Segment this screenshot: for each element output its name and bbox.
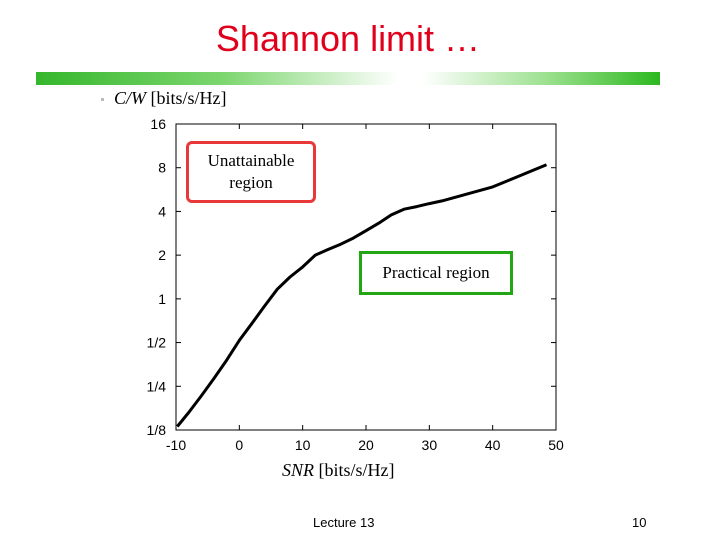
x-tick-label: 30 (422, 437, 438, 453)
x-axis-label: SNR [bits/s/Hz] (282, 460, 395, 481)
practical-region-annotation: Practical region (359, 251, 513, 295)
unattainable-line-1: Unattainable (207, 151, 295, 170)
unattainable-line-2: region (229, 173, 273, 192)
y-tick-label: 1/4 (147, 378, 167, 394)
x-tick-label: 10 (295, 437, 311, 453)
tick-labels: -10 0 10 20 30 40 50 1/8 1/4 1/2 1 2 4 8 16 (147, 116, 564, 453)
title-underline-bar (36, 72, 660, 85)
x-tick-label: 20 (358, 437, 374, 453)
x-axis-label-var: SNR (282, 460, 315, 480)
shannon-limit-line (176, 163, 548, 428)
y-tick-label: 1 (158, 291, 166, 307)
x-tick-label: 50 (548, 437, 564, 453)
y-axis-label-var: C/W (114, 88, 147, 108)
slide-title: Shannon limit … (215, 18, 481, 59)
footer-lecture: Lecture 13 (313, 515, 375, 530)
page-number: 10 (632, 515, 647, 530)
unattainable-region-annotation: Unattainable region (186, 141, 316, 203)
y-axis-label-unit: [bits/s/Hz] (146, 88, 227, 108)
axis-ticks (175, 123, 557, 431)
y-axis-label: C/W [bits/s/Hz] (114, 88, 227, 109)
y-tick-label: 8 (158, 160, 166, 176)
x-tick-label: -10 (166, 437, 186, 453)
y-tick-label: 1/2 (147, 335, 167, 351)
x-axis-label-unit: [bits/s/Hz] (314, 460, 395, 480)
x-tick-label: 0 (235, 437, 243, 453)
y-tick-label: 16 (150, 116, 166, 132)
practical-line-1: Practical region (382, 263, 490, 282)
y-tick-label: 2 (158, 247, 166, 263)
bullet-dot (101, 98, 104, 101)
y-tick-label: 4 (158, 203, 166, 219)
x-tick-label: 40 (485, 437, 501, 453)
y-tick-label: 1/8 (147, 422, 167, 438)
